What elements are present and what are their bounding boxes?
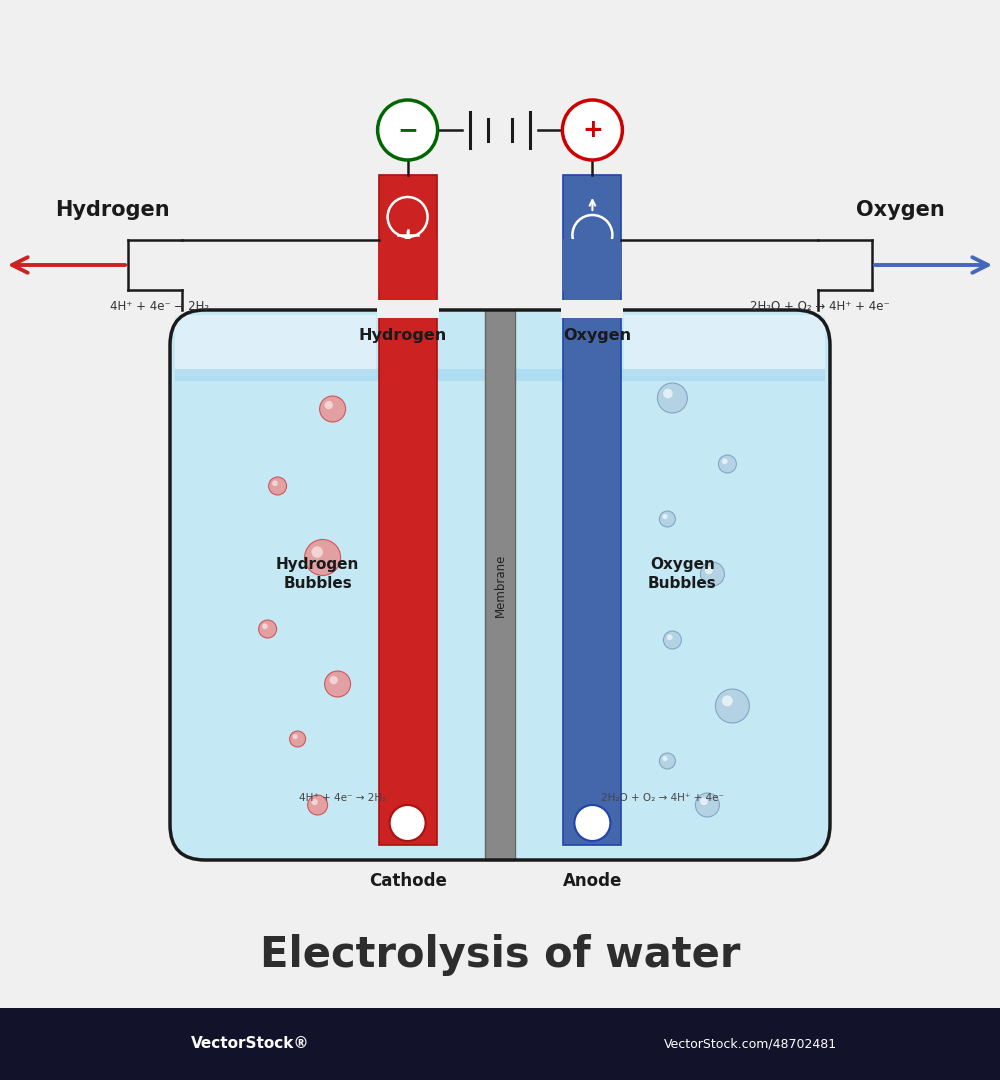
Bar: [378, 239, 438, 291]
Bar: [379, 175, 437, 845]
Text: Membrane: Membrane: [494, 553, 507, 617]
Circle shape: [269, 477, 287, 495]
Circle shape: [325, 401, 333, 409]
Circle shape: [325, 671, 351, 697]
Circle shape: [259, 620, 277, 638]
Bar: [485, 310, 515, 860]
Circle shape: [262, 623, 268, 630]
Circle shape: [330, 676, 338, 685]
Circle shape: [390, 805, 426, 841]
Text: 2H₂O + O₂ → 4H⁺ + 4e⁻: 2H₂O + O₂ → 4H⁺ + 4e⁻: [750, 300, 890, 313]
Text: VectorStock.com/48702481: VectorStock.com/48702481: [663, 1038, 837, 1051]
Circle shape: [272, 481, 278, 486]
Text: +: +: [582, 118, 603, 141]
Text: Hydrogen: Hydrogen: [55, 200, 170, 220]
Circle shape: [293, 734, 298, 739]
Text: VectorStock®: VectorStock®: [191, 1037, 309, 1052]
Bar: [624, 315, 825, 376]
Circle shape: [663, 631, 681, 649]
Bar: [378, 239, 438, 291]
Circle shape: [659, 511, 675, 527]
Circle shape: [667, 634, 673, 640]
Circle shape: [562, 100, 622, 160]
Bar: [0, 1008, 1000, 1080]
Circle shape: [378, 100, 438, 160]
Text: Oxygen: Oxygen: [856, 200, 945, 220]
Circle shape: [657, 383, 687, 413]
Circle shape: [290, 731, 306, 747]
Circle shape: [308, 795, 328, 815]
Text: Hydrogen: Hydrogen: [358, 328, 447, 343]
Text: Anode: Anode: [563, 872, 622, 890]
Circle shape: [718, 455, 736, 473]
Circle shape: [663, 389, 673, 399]
FancyBboxPatch shape: [170, 310, 830, 860]
Bar: [563, 175, 621, 845]
Circle shape: [662, 514, 668, 519]
Circle shape: [705, 567, 713, 575]
Bar: [175, 369, 825, 381]
Circle shape: [700, 797, 708, 806]
Bar: [562, 239, 622, 291]
Bar: [175, 315, 376, 376]
Circle shape: [722, 696, 733, 706]
Text: Hydrogen
Bubbles: Hydrogen Bubbles: [276, 556, 359, 592]
Circle shape: [311, 799, 318, 806]
Bar: [377, 300, 439, 318]
Circle shape: [695, 793, 719, 816]
Text: 2H₂O + O₂ → 4H⁺ + 4e⁻: 2H₂O + O₂ → 4H⁺ + 4e⁻: [601, 793, 724, 804]
Circle shape: [662, 756, 668, 761]
Bar: [561, 300, 623, 318]
Text: Electrolysis of water: Electrolysis of water: [260, 934, 740, 976]
Circle shape: [715, 689, 749, 723]
Circle shape: [574, 805, 610, 841]
Bar: [562, 239, 622, 291]
Circle shape: [311, 546, 323, 558]
Text: Oxygen: Oxygen: [563, 328, 631, 343]
Text: 4H⁺ + 4e⁻ → 2H₂: 4H⁺ + 4e⁻ → 2H₂: [110, 300, 209, 313]
Text: Oxygen
Bubbles: Oxygen Bubbles: [648, 556, 717, 592]
Circle shape: [305, 540, 341, 576]
Text: 4H⁺ + 4e⁻ → 2H₂: 4H⁺ + 4e⁻ → 2H₂: [299, 793, 386, 804]
Text: −: −: [397, 118, 418, 141]
Circle shape: [320, 396, 346, 422]
Circle shape: [722, 458, 728, 464]
Circle shape: [700, 562, 724, 586]
Circle shape: [659, 753, 675, 769]
Text: Cathode: Cathode: [369, 872, 447, 890]
